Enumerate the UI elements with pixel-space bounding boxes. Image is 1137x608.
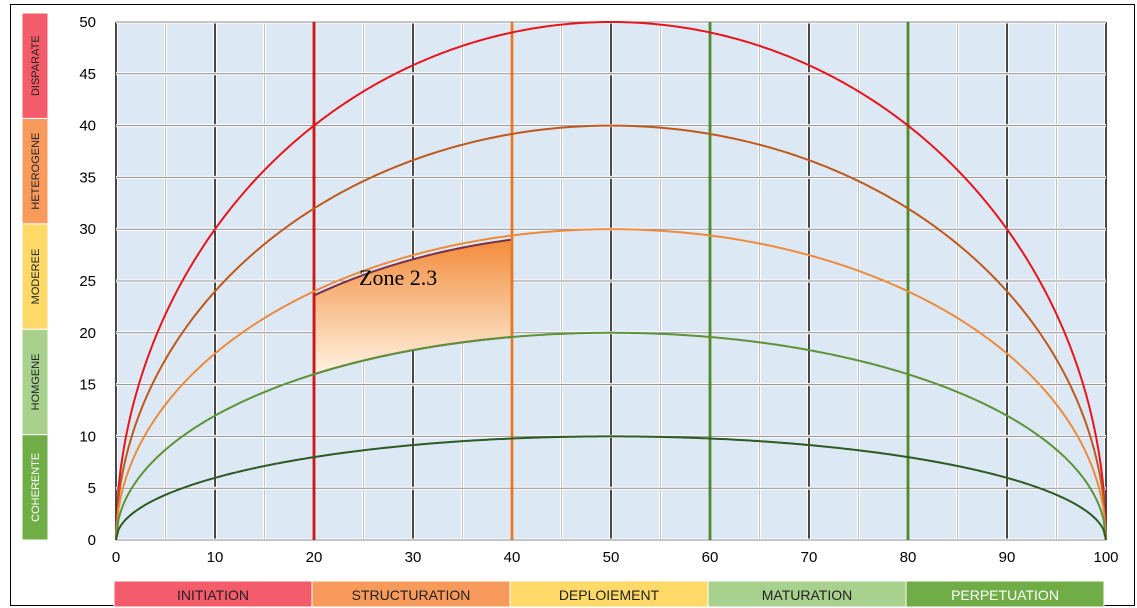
series-curve [115,435,1107,541]
phase-band [905,580,1105,608]
level-band [21,117,49,225]
y-tick-label: 35 [79,169,96,186]
y-tick-label: 25 [79,273,96,290]
phase-band-label: INITIATION [177,587,249,603]
x-tick-labels: 0 10 20 30 40 50 60 70 80 90 100 [112,549,1119,566]
y-tick-label: 20 [79,325,96,342]
series-curve [115,124,1107,541]
x-tick-label: 10 [207,549,224,566]
y-tick-label: 50 [79,14,96,31]
series-curve [115,20,1107,541]
phase-band [707,580,907,608]
y-tick-label: 15 [79,377,96,394]
series-curve [115,331,1107,541]
phase-band-label: DEPLOIEMENT [559,587,660,603]
x-tick-label: 80 [900,549,917,566]
y-tick-label: 5 [88,480,96,497]
grid-lines [114,20,1108,542]
phase-band-label: PERPETUATION [951,587,1059,603]
phase-band-label: STRUCTURATION [352,587,471,603]
y-tick-labels: 0 5 10 15 20 25 30 35 40 45 50 [79,14,96,549]
phase-band [113,580,313,608]
x-tick-label: 40 [504,549,521,566]
y-level-bands: COHERENTE HOMGENE MODEREE HETEROGENE DISPARA… [21,12,49,541]
series-curve [115,228,1107,541]
level-band-label: MODEREE [30,249,42,305]
y-tick-label: 10 [79,428,96,445]
level-band-label: HETEROGENE [30,133,42,210]
y-tick-label: 45 [79,66,96,83]
level-band-label: DISPARATE [30,35,42,96]
x-tick-label: 60 [702,549,719,566]
x-tick-label: 0 [112,549,120,566]
curve-series [115,20,1107,541]
level-band [21,434,49,541]
y-tick-label: 0 [88,532,96,549]
x-tick-label: 30 [405,549,422,566]
x-tick-label: 90 [999,549,1016,566]
x-tick-label: 50 [603,549,620,566]
x-tick-label: 70 [801,549,818,566]
phase-band-label: MATURATION [762,587,852,603]
vertical-markers [312,22,910,540]
x-phase-bands: INITIATION STRUCTURATION DEPLOIEMENT MATURA… [113,580,1105,608]
level-band [21,12,49,119]
y-tick-label: 40 [79,118,96,135]
y-tick-label: 30 [79,221,96,238]
level-band-label: COHERENTE [30,453,42,522]
x-tick-label: 20 [306,549,323,566]
zone-label: Zone 2.3 [359,265,437,290]
level-band [21,223,49,330]
level-band-label: HOMGENE [30,353,42,410]
x-tick-label: 100 [1093,549,1118,566]
